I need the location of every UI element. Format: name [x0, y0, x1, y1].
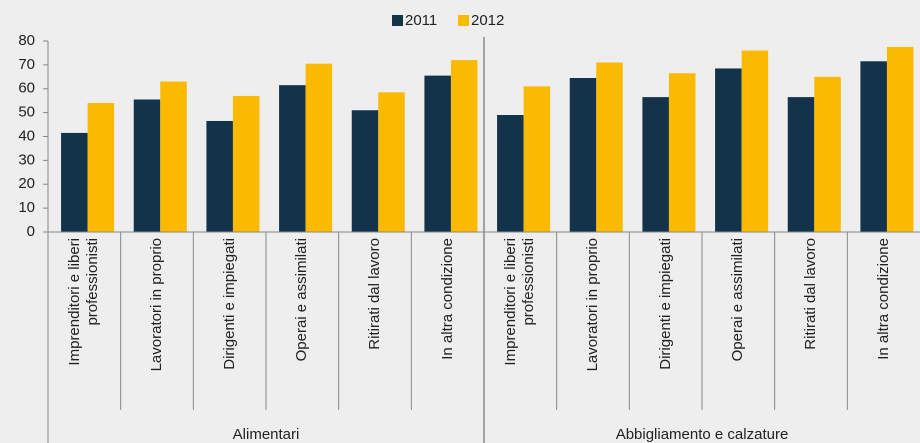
- bar: [279, 85, 306, 232]
- bar: [642, 97, 669, 232]
- x-tick-label: Lavoratori in proprio: [148, 238, 165, 372]
- bar: [61, 132, 88, 232]
- bar: [378, 92, 405, 232]
- y-tick-label: 0: [27, 223, 35, 240]
- x-tick-label: Operai e assimilati: [729, 238, 747, 362]
- y-tick-label: 70: [18, 56, 35, 73]
- group-label: Alimentari: [233, 426, 300, 443]
- x-tick-label: In altra condizione: [438, 238, 456, 360]
- bar: [305, 63, 333, 233]
- x-tick-label: In altra condizione: [874, 238, 892, 360]
- bar: [715, 68, 742, 232]
- bar: [206, 120, 233, 232]
- y-tick-label: 50: [18, 104, 35, 121]
- bar: [860, 61, 887, 233]
- bar: [668, 73, 696, 232]
- x-tick-label: Dirigenti e impiegati: [656, 238, 674, 370]
- bar: [814, 76, 841, 232]
- bar: [351, 110, 379, 232]
- bar: [741, 50, 769, 232]
- x-tick-label: Imprenditori e liberi professionisti: [502, 238, 538, 366]
- bar: [787, 97, 815, 232]
- x-tick-label: Ritirati dal lavoro: [366, 238, 383, 350]
- legend-swatch: [392, 15, 403, 26]
- bar: [497, 115, 524, 232]
- bar: [424, 75, 451, 233]
- legend-label: 2011: [405, 12, 437, 29]
- bar: [569, 78, 597, 232]
- bar: [596, 62, 623, 232]
- legend-swatch: [458, 15, 469, 26]
- legend-label: 2012: [471, 12, 504, 29]
- bar: [450, 60, 478, 232]
- x-tick-label: Imprenditori e liberi professionisti: [66, 238, 102, 366]
- y-tick-label: 10: [18, 199, 35, 216]
- x-tick-label: Operai e assimilati: [293, 238, 311, 362]
- bar: [87, 103, 115, 232]
- y-tick-label: 30: [18, 151, 35, 168]
- bar: [523, 86, 551, 232]
- bar: [160, 81, 187, 233]
- bar: [886, 46, 914, 232]
- x-tick-label: Ritirati dal lavoro: [802, 238, 819, 350]
- bar: [232, 95, 260, 232]
- y-tick-label: 40: [18, 127, 35, 144]
- x-tick-label: Lavoratori in proprio: [584, 238, 601, 372]
- group-label: Abbigliamento e calzature: [616, 426, 789, 443]
- y-tick-label: 80: [18, 32, 35, 49]
- y-tick-label: 20: [18, 175, 35, 192]
- bar: [133, 99, 161, 233]
- x-tick-label: Dirigenti e impiegati: [220, 238, 238, 370]
- y-tick-label: 60: [18, 80, 35, 97]
